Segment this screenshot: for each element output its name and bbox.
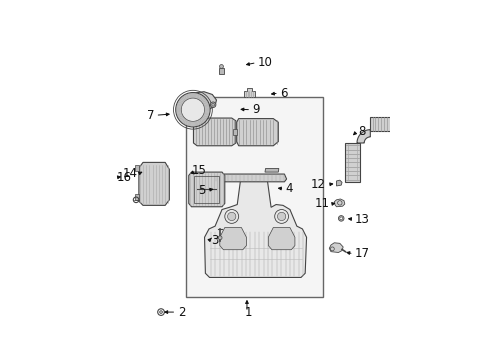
Circle shape <box>339 216 344 221</box>
Circle shape <box>340 217 343 220</box>
Circle shape <box>210 102 216 108</box>
Circle shape <box>275 210 289 223</box>
Circle shape <box>176 93 210 127</box>
Text: 4: 4 <box>286 182 294 195</box>
Polygon shape <box>204 179 307 278</box>
Polygon shape <box>244 87 255 97</box>
Polygon shape <box>265 168 279 172</box>
Polygon shape <box>135 194 139 200</box>
Text: 16: 16 <box>117 171 132 184</box>
Polygon shape <box>269 228 295 250</box>
Text: 13: 13 <box>355 213 370 226</box>
Text: 14: 14 <box>122 167 138 180</box>
Polygon shape <box>337 180 342 186</box>
Polygon shape <box>212 174 287 182</box>
Polygon shape <box>220 228 246 250</box>
Circle shape <box>397 116 413 132</box>
Polygon shape <box>357 130 370 143</box>
Text: 15: 15 <box>192 164 206 177</box>
Text: 6: 6 <box>280 87 288 100</box>
Circle shape <box>181 98 204 121</box>
Text: 12: 12 <box>311 178 326 191</box>
Polygon shape <box>345 143 360 182</box>
Text: 11: 11 <box>315 198 330 211</box>
Polygon shape <box>237 118 278 146</box>
Text: 3: 3 <box>211 234 219 247</box>
Text: 1: 1 <box>245 306 252 319</box>
Circle shape <box>227 212 236 221</box>
Bar <box>186 97 323 297</box>
Polygon shape <box>219 68 224 74</box>
Text: 10: 10 <box>258 56 273 69</box>
Polygon shape <box>370 117 395 131</box>
Text: 17: 17 <box>355 247 370 260</box>
Polygon shape <box>139 162 170 205</box>
Polygon shape <box>334 199 345 207</box>
Text: 8: 8 <box>358 125 365 138</box>
Circle shape <box>277 212 286 221</box>
Polygon shape <box>329 243 343 252</box>
Polygon shape <box>233 129 237 135</box>
Circle shape <box>212 103 215 106</box>
Text: 2: 2 <box>178 306 185 319</box>
Polygon shape <box>193 92 217 110</box>
Circle shape <box>220 64 223 68</box>
Text: 9: 9 <box>252 103 260 116</box>
Circle shape <box>160 311 162 314</box>
Polygon shape <box>194 118 236 146</box>
Text: 5: 5 <box>198 184 205 197</box>
Polygon shape <box>135 165 139 171</box>
Circle shape <box>218 236 222 240</box>
Circle shape <box>391 110 419 138</box>
Circle shape <box>225 210 239 223</box>
Polygon shape <box>189 172 225 207</box>
Text: 7: 7 <box>147 109 154 122</box>
